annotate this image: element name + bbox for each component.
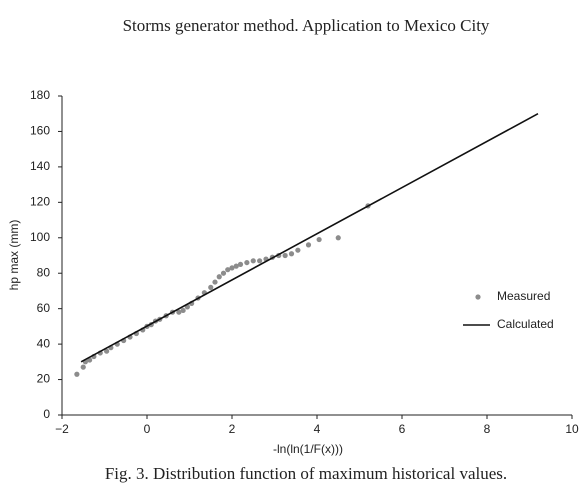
y-tick-label: 160: [30, 124, 50, 138]
legend-label: Calculated: [497, 317, 554, 331]
x-tick-label: 2: [229, 422, 236, 436]
x-tick-label: −2: [55, 422, 69, 436]
data-point: [305, 242, 312, 248]
data-point: [74, 371, 80, 377]
x-tick-label: 10: [565, 422, 579, 436]
y-tick-label: 140: [30, 159, 50, 173]
data-point: [225, 267, 231, 273]
data-point: [237, 261, 244, 267]
x-tick-label: 6: [399, 422, 406, 436]
y-tick-label: 80: [37, 265, 51, 279]
data-point: [244, 259, 250, 266]
data-point: [288, 251, 295, 257]
y-axis-label: hp max (mm): [7, 220, 21, 291]
data-point: [295, 247, 301, 253]
data-point: [316, 236, 322, 243]
x-axis-label: -ln(ln(1/F(x))): [273, 442, 343, 456]
x-tick-label: 0: [144, 422, 151, 436]
data-point: [216, 274, 222, 280]
y-tick-label: 120: [30, 195, 50, 209]
y-tick-label: 0: [43, 407, 50, 421]
data-point: [250, 258, 256, 264]
data-point: [233, 263, 239, 269]
data-point: [257, 258, 263, 264]
figure-caption: Fig. 3. Distribution function of maximum…: [105, 464, 507, 483]
legend-marker: [475, 294, 481, 300]
data-point: [220, 270, 227, 276]
data-point: [208, 284, 214, 290]
data-point: [212, 279, 218, 285]
y-tick-label: 180: [30, 88, 50, 102]
data-point: [104, 348, 110, 354]
data-point: [80, 364, 86, 370]
data-point: [335, 235, 341, 241]
y-tick-label: 40: [37, 336, 51, 350]
data-point: [282, 252, 288, 259]
calculated-line: [80, 113, 539, 363]
data-point: [176, 309, 182, 315]
y-tick-label: 60: [37, 301, 51, 315]
x-tick-label: 8: [484, 422, 491, 436]
y-tick-label: 20: [37, 372, 51, 386]
data-point: [180, 307, 186, 314]
page-header: Storms generator method. Application to …: [123, 16, 490, 35]
x-tick-label: 4: [314, 422, 321, 436]
legend-label: Measured: [497, 289, 550, 303]
y-tick-label: 100: [30, 230, 50, 244]
data-point: [229, 265, 235, 271]
